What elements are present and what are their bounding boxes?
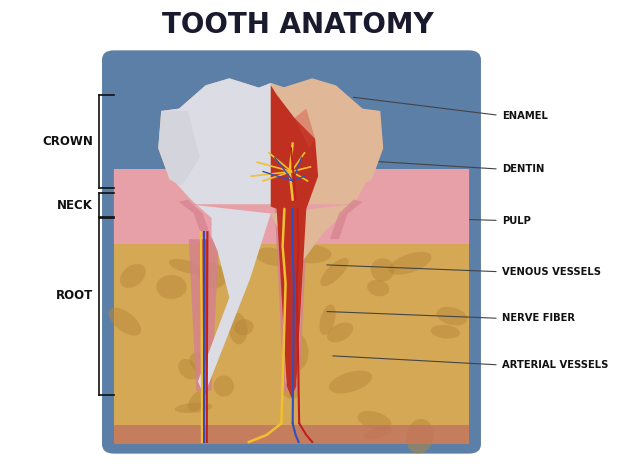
Ellipse shape [329, 371, 372, 393]
Ellipse shape [228, 313, 247, 344]
Polygon shape [271, 204, 354, 395]
Text: NECK: NECK [58, 199, 93, 212]
Polygon shape [330, 199, 362, 239]
Ellipse shape [327, 322, 353, 342]
Polygon shape [339, 169, 389, 239]
Ellipse shape [175, 402, 213, 413]
Ellipse shape [189, 353, 215, 374]
Ellipse shape [321, 258, 349, 286]
Polygon shape [187, 209, 220, 391]
Polygon shape [200, 227, 208, 398]
Ellipse shape [234, 319, 254, 335]
Ellipse shape [436, 307, 467, 325]
Ellipse shape [388, 252, 431, 275]
Ellipse shape [108, 308, 141, 336]
Ellipse shape [367, 280, 389, 296]
Text: TOOTH ANATOMY: TOOTH ANATOMY [162, 11, 433, 39]
Ellipse shape [282, 385, 299, 399]
Ellipse shape [169, 259, 203, 274]
Text: VENOUS VESSELS: VENOUS VESSELS [327, 265, 601, 277]
Polygon shape [188, 204, 271, 395]
Polygon shape [158, 111, 200, 186]
Ellipse shape [120, 264, 146, 288]
Ellipse shape [255, 248, 289, 266]
Ellipse shape [319, 304, 336, 335]
Text: ENAMEL: ENAMEL [354, 97, 548, 121]
Text: ARTERIAL VESSELS: ARTERIAL VESSELS [333, 356, 608, 370]
Polygon shape [275, 209, 308, 391]
Ellipse shape [371, 258, 394, 281]
Ellipse shape [156, 275, 187, 299]
Ellipse shape [364, 426, 392, 439]
Polygon shape [294, 109, 315, 148]
Polygon shape [179, 199, 212, 239]
Ellipse shape [288, 245, 332, 263]
Polygon shape [152, 169, 212, 239]
Ellipse shape [178, 359, 199, 379]
FancyBboxPatch shape [102, 50, 481, 454]
Polygon shape [114, 425, 469, 444]
Text: PULP: PULP [346, 216, 531, 226]
Ellipse shape [213, 376, 234, 397]
Polygon shape [158, 78, 383, 204]
Ellipse shape [197, 262, 227, 288]
Polygon shape [357, 169, 469, 244]
Polygon shape [271, 85, 318, 398]
Text: ROOT: ROOT [56, 288, 93, 302]
Text: CROWN: CROWN [43, 135, 93, 148]
Ellipse shape [406, 419, 433, 454]
Polygon shape [158, 78, 271, 204]
Polygon shape [114, 244, 469, 444]
Text: NERVE FIBER: NERVE FIBER [327, 311, 575, 324]
Ellipse shape [357, 411, 391, 430]
Ellipse shape [285, 333, 309, 370]
Polygon shape [114, 169, 469, 244]
Ellipse shape [188, 390, 207, 412]
Polygon shape [271, 83, 362, 204]
Ellipse shape [431, 325, 460, 339]
Text: DENTIN: DENTIN [354, 160, 544, 174]
Polygon shape [114, 169, 220, 244]
